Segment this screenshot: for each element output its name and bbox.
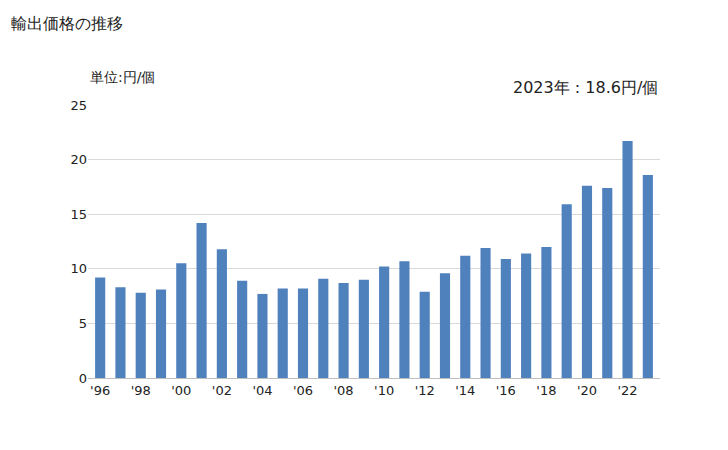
- svg-text:'16: '16: [496, 383, 516, 398]
- svg-text:'14: '14: [455, 383, 475, 398]
- svg-text:'04: '04: [252, 383, 272, 398]
- svg-text:輸出価格の推移: 輸出価格の推移: [11, 14, 123, 33]
- svg-text:2023年 : 18.6円/個: 2023年 : 18.6円/個: [513, 78, 658, 97]
- svg-text:'10: '10: [374, 383, 394, 398]
- svg-text:'06: '06: [293, 383, 313, 398]
- svg-text:'98: '98: [131, 383, 151, 398]
- svg-text:0: 0: [79, 371, 87, 386]
- svg-text:10: 10: [70, 261, 87, 276]
- svg-text:'22: '22: [617, 383, 637, 398]
- svg-text:'02: '02: [212, 383, 232, 398]
- svg-text:'08: '08: [334, 383, 354, 398]
- svg-text:単位:円/個: 単位:円/個: [90, 69, 155, 85]
- svg-text:'20: '20: [577, 383, 597, 398]
- svg-text:25: 25: [70, 98, 87, 113]
- svg-text:'00: '00: [171, 383, 191, 398]
- svg-text:20: 20: [70, 152, 87, 167]
- svg-text:15: 15: [70, 207, 87, 222]
- svg-text:5: 5: [79, 316, 87, 331]
- svg-text:'18: '18: [536, 383, 556, 398]
- svg-text:'96: '96: [90, 383, 110, 398]
- svg-text:'12: '12: [415, 383, 435, 398]
